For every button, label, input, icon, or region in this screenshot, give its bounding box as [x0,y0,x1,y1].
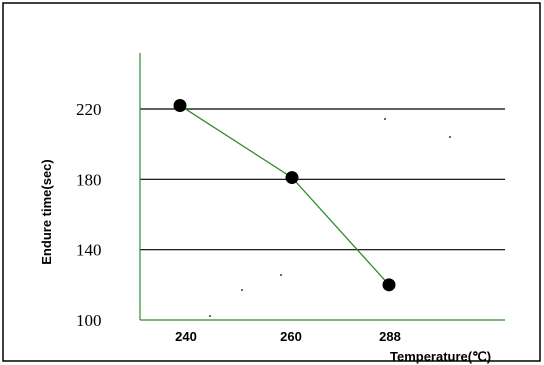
y-tick-labels: 100 140 180 220 [76,100,102,330]
data-point [382,278,396,292]
speck-dot [209,315,211,317]
data-markers [173,98,396,292]
y-tick-label: 100 [76,311,102,330]
x-tick-labels: 240 260 288 [175,329,401,344]
series-line [179,104,390,286]
figure-border [2,2,541,362]
x-tick-label: 240 [175,329,197,344]
y-tick-label: 180 [76,170,102,189]
speck-dot [280,274,282,276]
grid-lines [140,108,505,251]
y-axis-title: Endure time(sec) [39,159,54,264]
speck-dots [209,118,451,317]
data-point [285,171,299,185]
speck-dot [449,136,451,138]
speck-dot [384,118,386,120]
data-point [173,98,187,112]
y-tick-label: 220 [76,100,102,119]
x-tick-label: 260 [280,329,302,344]
x-tick-label: 288 [379,329,401,344]
x-axis-title: Temperature(℃) [390,349,491,364]
y-tick-label: 140 [76,241,102,260]
speck-dot [241,289,243,291]
